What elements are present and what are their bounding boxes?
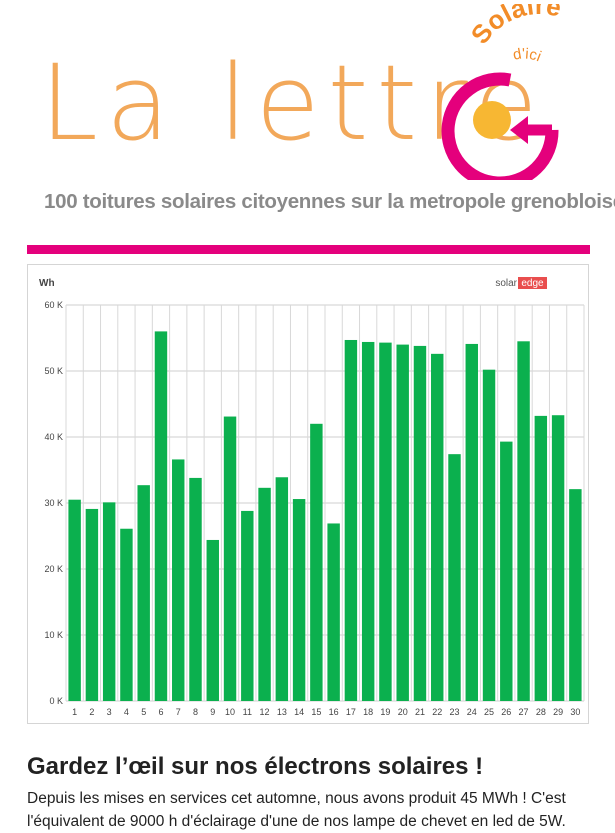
bar-day-14 <box>292 499 306 701</box>
y-tick-label: 20 K <box>44 564 63 574</box>
x-tick-label: 7 <box>176 707 181 717</box>
x-tick-label: 3 <box>107 707 112 717</box>
bar-day-7 <box>172 459 185 701</box>
solaire-dici-logo: Solaire d'ici <box>441 4 564 180</box>
pink-divider <box>27 245 590 254</box>
logo-sun <box>473 101 511 139</box>
x-tick-label: 20 <box>398 707 408 717</box>
newsletter-subtitle: 100 toitures solaires citoyennes sur la … <box>44 190 615 213</box>
x-tick-label: 14 <box>294 707 304 717</box>
bar-day-3 <box>102 502 116 701</box>
x-tick-label: 19 <box>380 707 390 717</box>
x-tick-label: 29 <box>553 707 563 717</box>
x-tick-label: 26 <box>501 707 511 717</box>
x-tick-label: 25 <box>484 707 494 717</box>
article-body: Depuis les mises en services cet automne… <box>27 790 566 830</box>
bar-day-4 <box>120 528 133 701</box>
bar-day-23 <box>448 454 461 701</box>
brand-solar-text: solar <box>495 278 517 289</box>
bar-day-10 <box>223 416 237 701</box>
bar-day-29 <box>551 415 565 701</box>
newsletter-header: La lettre Solaire d'ici 100 toitures sol… <box>0 0 615 240</box>
x-tick-label: 10 <box>225 707 235 717</box>
x-tick-label: 15 <box>311 707 321 717</box>
logo-word-dici-path: d'ici <box>512 46 544 66</box>
x-tick-label: 2 <box>89 707 94 717</box>
x-tick-label: 6 <box>158 707 163 717</box>
x-tick-label: 18 <box>363 707 373 717</box>
x-tick-label: 27 <box>519 707 529 717</box>
solaredge-brand: solar edge <box>495 277 547 289</box>
x-tick-label: 4 <box>124 707 129 717</box>
x-tick-label: 17 <box>346 707 356 717</box>
logo-arrow-head <box>510 116 528 144</box>
x-tick-label: 12 <box>260 707 270 717</box>
production-chart: Wh solar edge 0 K 10 K 20 K 30 K 40 K 50 K 60 … <box>27 264 589 724</box>
chart-bars <box>68 331 582 701</box>
bar-day-12 <box>258 487 271 701</box>
x-tick-label: 9 <box>210 707 215 717</box>
article-heading: Gardez l’œil sur nos électrons solaires … <box>27 753 484 780</box>
production-chart-svg: Wh solar edge 0 K10 K20 K30 K40 K50 K60 … <box>39 277 585 717</box>
y-tick-label: 50 K <box>44 366 63 376</box>
x-tick-label: 8 <box>193 707 198 717</box>
logo-word-dici: d'ici <box>512 46 544 66</box>
y-tick-label: 10 K <box>44 630 63 640</box>
bar-day-20 <box>396 344 409 701</box>
logo-ring <box>441 72 559 180</box>
y-tick-label: 30 K <box>44 498 63 508</box>
bar-day-18 <box>361 341 375 701</box>
x-tick-label: 23 <box>449 707 459 717</box>
bar-day-8 <box>189 477 202 701</box>
x-tick-label: 16 <box>329 707 339 717</box>
bar-day-21 <box>413 345 427 701</box>
x-tick-label: 1 <box>72 707 77 717</box>
brand-edge-bg <box>518 277 547 289</box>
bar-day-17 <box>344 339 358 701</box>
x-tick-label: 13 <box>277 707 287 717</box>
x-tick-label: 11 <box>243 707 252 717</box>
y-tick-label: 0 K <box>49 696 63 706</box>
bar-day-30 <box>569 489 582 701</box>
bar-day-16 <box>327 523 340 701</box>
bar-day-28 <box>534 415 548 701</box>
bar-day-15 <box>310 423 323 701</box>
bar-day-13 <box>275 477 289 701</box>
chart-y-ticks: 0 K 10 K 20 K 30 K 40 K 50 K 60 K <box>44 300 63 706</box>
bar-day-26 <box>500 441 513 701</box>
bar-day-24 <box>465 343 478 701</box>
bar-day-9 <box>206 539 219 701</box>
bar-day-22 <box>431 353 444 701</box>
x-tick-label: 24 <box>467 707 477 717</box>
y-tick-label: 60 K <box>44 300 63 310</box>
bar-day-27 <box>517 341 530 701</box>
x-tick-label: 30 <box>570 707 580 717</box>
chart-x-ticks: 1 2 3 4 5 6 7 8 9 10 11 12 13 14 15 16 17 18 19 20 21 22 23 24 2… <box>72 707 580 717</box>
x-tick-label: 5 <box>141 707 146 717</box>
chart-y-unit-label: Wh <box>39 278 55 289</box>
x-tick-label: 21 <box>415 707 425 717</box>
chart-grid <box>65 304 585 702</box>
bar-day-1 <box>68 499 81 701</box>
bar-day-2 <box>85 508 99 701</box>
logo-word-solaire-path: Solaire <box>465 4 564 49</box>
bar-day-11 <box>241 510 254 701</box>
y-tick-label: 40 K <box>44 432 63 442</box>
x-tick-label: 28 <box>536 707 546 717</box>
x-tick-label: 22 <box>432 707 442 717</box>
logo-word-solaire: Solaire <box>465 4 564 49</box>
bar-day-25 <box>482 369 496 701</box>
brand-edge-text: edge <box>521 278 544 289</box>
bar-day-5 <box>137 485 150 701</box>
bar-day-6 <box>154 331 168 701</box>
bar-day-19 <box>379 342 392 701</box>
